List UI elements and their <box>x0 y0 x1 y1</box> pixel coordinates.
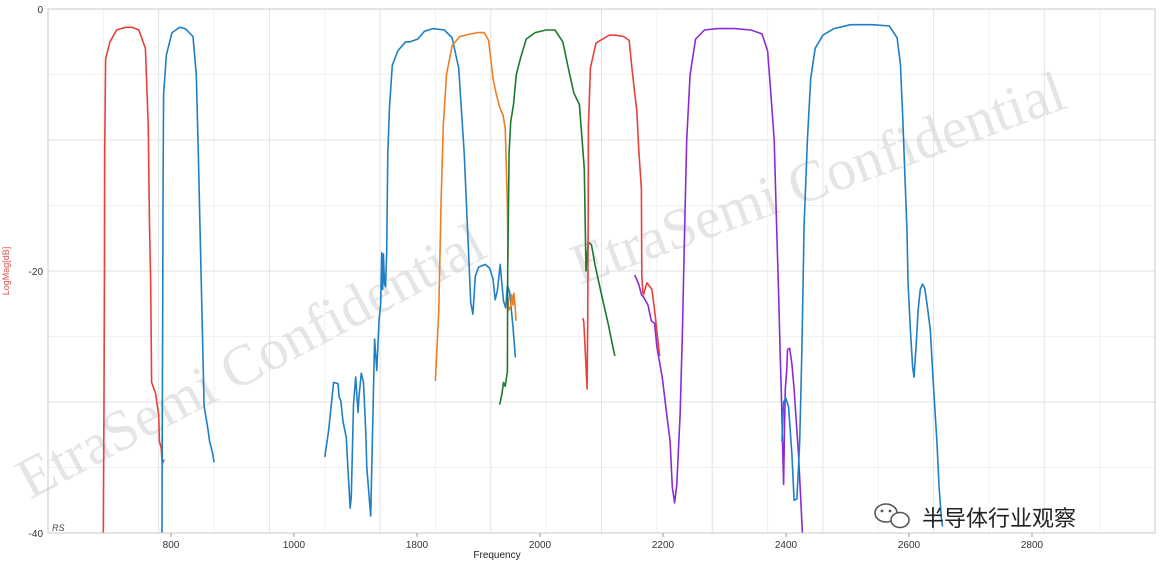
series-3 <box>324 27 517 517</box>
plot-frame <box>47 8 1156 534</box>
series-line <box>161 26 215 534</box>
series-line <box>498 29 616 405</box>
y-axis: 0 -20 -40 <box>29 5 44 540</box>
y-tick-label: -40 <box>29 529 44 540</box>
x-axis-title: Frequency <box>473 550 520 561</box>
series-4 <box>434 31 517 382</box>
x-tick-label: 2400 <box>775 540 798 551</box>
series-line <box>507 292 517 321</box>
y-tick-label: 0 <box>37 5 43 16</box>
series-6 <box>581 34 661 390</box>
x-tick-label: 1000 <box>283 540 306 551</box>
wechat-badge: 半导体行业观察 <box>874 503 1076 532</box>
series-2 <box>161 26 215 534</box>
series-line <box>581 34 661 390</box>
series-line <box>324 27 517 517</box>
series-layer <box>102 23 944 534</box>
series-1 <box>102 26 165 534</box>
grid-lines <box>48 9 1155 533</box>
y-tick-label: -20 <box>29 267 44 278</box>
corner-label: RS <box>52 523 65 533</box>
x-tick-label: 1800 <box>406 540 429 551</box>
series-7 <box>633 27 804 534</box>
x-tick-label: 2000 <box>529 540 552 551</box>
x-tick-label: 800 <box>163 540 180 551</box>
series-line <box>633 27 804 534</box>
series-line <box>434 31 509 382</box>
x-tick-label: 2800 <box>1021 540 1044 551</box>
x-tick-label: 2600 <box>898 540 921 551</box>
x-axis: 800 1000 1800 2000 2200 2400 2600 2800 <box>163 533 1044 551</box>
series-5 <box>498 29 616 405</box>
series-8 <box>781 23 944 527</box>
series-line <box>102 26 165 534</box>
badge-text: 半导体行业观察 <box>922 507 1076 532</box>
series-line <box>781 23 944 527</box>
y-axis-title: LogMag[dB] <box>1 247 11 296</box>
x-tick-label: 2200 <box>652 540 675 551</box>
wechat-icon <box>874 503 910 529</box>
